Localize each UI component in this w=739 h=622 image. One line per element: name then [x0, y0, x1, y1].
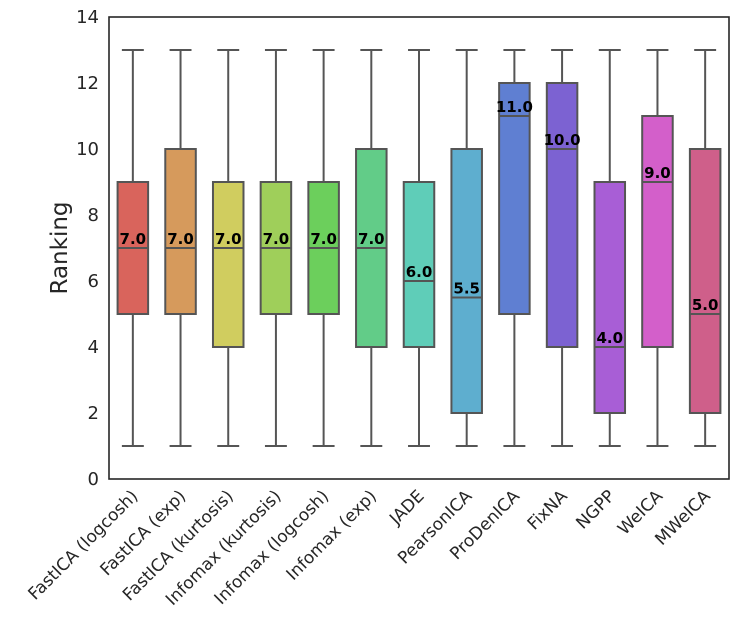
x-axis: FastICA (logcosh)FastICA (exp)FastICA (k…	[25, 486, 715, 610]
y-tick-label: 2	[88, 403, 99, 424]
box-group: 9.0	[641, 49, 674, 447]
median-value-label: 7.0	[310, 230, 337, 248]
box-group: 7.0	[355, 49, 388, 447]
median-value-label: 11.0	[496, 98, 533, 116]
box-group: 7.0	[116, 49, 150, 447]
box-group: 7.0	[307, 49, 340, 447]
box-group: 5.0	[688, 49, 722, 447]
box-iqr	[450, 148, 483, 414]
median-value-label: 10.0	[544, 131, 581, 149]
box-iqr	[593, 181, 627, 414]
x-tick-label: NGPP	[572, 486, 619, 533]
median-value-label: 5.5	[453, 280, 480, 298]
median-value-label: 7.0	[120, 230, 147, 248]
box-group: 5.5	[450, 49, 483, 447]
median-value-label: 6.0	[406, 263, 433, 281]
box-iqr	[498, 82, 531, 315]
box-iqr	[641, 115, 674, 348]
boxes-layer: 7.0 7.0 7.0 7.0 7.0 7.0 6.0 5.5 11.0 10.0 4.0 9.0 5.…	[116, 49, 722, 447]
box-group: 7.0	[211, 49, 245, 447]
box-iqr	[211, 181, 245, 348]
y-tick-label: 0	[88, 469, 99, 490]
box-iqr	[688, 148, 722, 414]
box-group: 11.0	[496, 49, 533, 447]
box-group: 6.0	[402, 49, 436, 447]
y-tick-label: 8	[88, 205, 99, 226]
median-value-label: 7.0	[167, 230, 194, 248]
plot-frame	[108, 16, 730, 480]
box-iqr	[402, 181, 436, 348]
y-tick-label: 14	[76, 7, 99, 28]
x-tick-label: JADE	[385, 486, 428, 529]
box-group: 4.0	[593, 49, 627, 447]
x-tick-label: FixNA	[524, 486, 572, 534]
box-iqr	[164, 148, 197, 315]
y-tick-label: 4	[88, 337, 99, 358]
y-tick-label: 12	[76, 73, 99, 94]
y-axis-title: Ranking	[47, 201, 73, 294]
median-value-label: 7.0	[263, 230, 290, 248]
y-tick-label: 6	[88, 271, 99, 292]
box-group: 10.0	[544, 49, 581, 447]
median-value-label: 7.0	[358, 230, 385, 248]
y-axis: 0 2 4 6 8 10 12 14	[76, 7, 99, 490]
y-tick-label: 10	[76, 139, 99, 160]
box-iqr	[545, 82, 579, 348]
median-value-label: 5.0	[692, 296, 719, 314]
median-value-label: 4.0	[596, 329, 623, 347]
median-value-label: 9.0	[644, 164, 671, 182]
box-group: 7.0	[259, 49, 293, 447]
median-value-label: 7.0	[215, 230, 242, 248]
box-group: 7.0	[164, 49, 197, 447]
